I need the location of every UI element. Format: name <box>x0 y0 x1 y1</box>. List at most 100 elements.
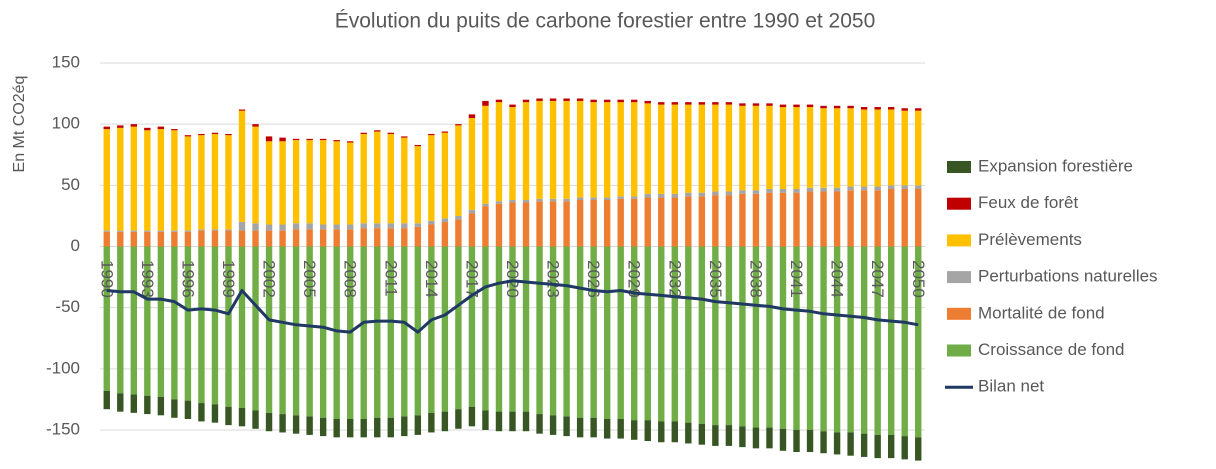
bar-segment <box>360 223 367 229</box>
bar-segment <box>617 418 624 439</box>
bar-segment <box>347 224 354 230</box>
bar-segment <box>793 192 800 247</box>
bar-segment <box>712 191 719 196</box>
bar-segment <box>712 246 719 426</box>
x-tick-label: 2035 <box>706 260 725 298</box>
bar-segment <box>576 246 584 418</box>
x-tick-label: 2047 <box>868 260 887 298</box>
bar-segment <box>631 99 638 103</box>
bar-segment <box>319 246 327 418</box>
bar-segment <box>306 138 313 141</box>
bar-segment <box>292 138 300 141</box>
bar-segment <box>144 231 151 247</box>
bar-segment <box>779 192 787 247</box>
bar-segment <box>292 223 300 230</box>
bar-segment <box>441 411 449 432</box>
x-tick-label: 2014 <box>422 260 441 298</box>
bar-segment <box>509 246 516 412</box>
bar-segment <box>549 246 557 416</box>
bar-segment <box>279 224 286 231</box>
bar-segment <box>414 146 422 224</box>
bar-segment <box>157 126 165 130</box>
bar-segment <box>712 104 719 192</box>
bar-segment <box>374 417 381 438</box>
bar-segment <box>428 133 435 136</box>
bar-segment <box>658 102 665 105</box>
bar-segment <box>495 102 503 202</box>
bar-segment <box>820 191 827 247</box>
bar-segment <box>211 230 219 247</box>
bar-segment <box>360 228 367 247</box>
legend-label: Mortalité de fond <box>978 303 1105 322</box>
bar-segment <box>374 223 381 229</box>
x-tick-label: 2023 <box>544 260 563 298</box>
bar-segment <box>576 200 584 247</box>
bar-segment <box>103 246 110 391</box>
x-tick-label: 2017 <box>462 260 481 298</box>
bar-segment <box>157 246 165 397</box>
bar-segment <box>360 418 367 438</box>
bar-segment <box>766 105 773 190</box>
bar-segment <box>374 131 381 224</box>
bar-segment <box>495 411 503 432</box>
bar-segment <box>211 132 219 134</box>
bar-segment <box>847 190 854 247</box>
bar-segment <box>901 185 908 190</box>
bar-segment <box>887 246 895 435</box>
bar-segment <box>130 124 138 127</box>
bar-segment <box>522 200 530 203</box>
bar-segment <box>482 105 489 204</box>
bar-segment <box>874 434 881 459</box>
bar-segment <box>265 136 273 142</box>
bar-segment <box>347 229 354 247</box>
bar-segment <box>374 246 381 418</box>
bar-segment <box>549 98 557 101</box>
bar-segment <box>360 133 367 224</box>
bar-segment <box>428 246 435 413</box>
bar-segment <box>171 129 178 131</box>
bar-segment <box>887 185 895 190</box>
bar-segment <box>725 246 733 426</box>
bar-segment <box>428 220 435 225</box>
bar-segment <box>766 103 773 106</box>
bar-segment <box>103 231 110 247</box>
bar-segment <box>238 230 246 247</box>
bar-segment <box>820 246 827 432</box>
bar-segment <box>563 100 570 199</box>
bar-segment <box>171 399 178 418</box>
bar-segment <box>617 99 624 103</box>
bar-segment <box>833 105 841 109</box>
bar-segment <box>658 193 665 198</box>
bar-segment <box>455 246 462 410</box>
bar-segment <box>292 415 300 434</box>
bar-segment <box>739 193 746 247</box>
bar-segment <box>536 198 543 202</box>
bar-segment <box>887 107 895 110</box>
bar-segment <box>590 246 597 418</box>
bar-segment <box>725 195 733 247</box>
bar-segment <box>184 246 192 401</box>
bar-segment <box>874 109 881 187</box>
legend-swatch <box>947 271 971 284</box>
bar-segment <box>103 126 110 130</box>
bar-segment <box>563 198 570 202</box>
bar-segment <box>414 144 422 147</box>
bar-segment <box>725 104 733 192</box>
legend-swatch <box>947 234 971 247</box>
bar-segment <box>833 187 841 192</box>
bar-segment <box>860 246 868 434</box>
bar-segment <box>752 190 760 194</box>
bar-segment <box>468 118 476 210</box>
bar-segment <box>130 230 138 232</box>
bar-segment <box>806 246 814 430</box>
bar-segment <box>563 98 570 101</box>
bar-segment <box>265 224 273 231</box>
bar-segment <box>117 246 124 394</box>
bar-segment <box>698 192 706 197</box>
x-tick-label: 2050 <box>909 260 928 298</box>
bar-segment <box>130 231 138 247</box>
bar-segment <box>725 191 733 196</box>
bar-segment <box>238 222 246 231</box>
bar-segment <box>658 104 665 194</box>
y-tick-label: 0 <box>71 236 80 255</box>
